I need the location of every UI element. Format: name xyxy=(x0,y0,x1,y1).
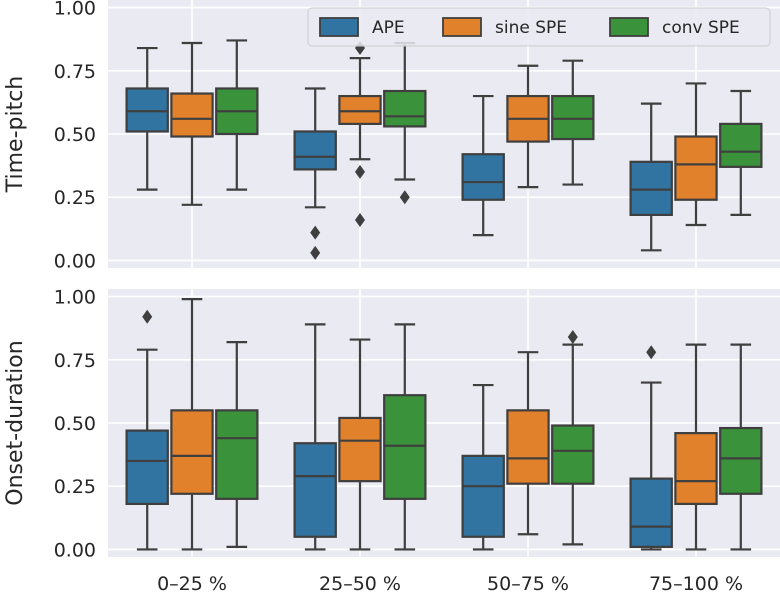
box-sine-spe xyxy=(674,343,718,551)
y-axis-label: Onset-duration xyxy=(3,340,28,505)
outlier-marker xyxy=(355,212,365,227)
legend-swatch xyxy=(319,17,359,37)
x-tick-label: 50–75 % xyxy=(487,573,569,595)
outlier-marker xyxy=(399,190,410,205)
legend-label: APE xyxy=(372,18,405,38)
box-ape xyxy=(629,102,673,252)
legend-label: conv SPE xyxy=(662,18,740,38)
box-body xyxy=(719,426,763,495)
outlier-marker xyxy=(567,330,578,345)
box-conv-spe xyxy=(383,323,427,551)
box-body xyxy=(506,409,550,485)
y-tick-label: 0.50 xyxy=(54,124,96,146)
box-sine-spe xyxy=(170,41,214,206)
legend-item: sine SPE xyxy=(442,17,567,38)
y-tick-label: 0.75 xyxy=(54,350,96,372)
outlier-marker xyxy=(646,345,657,360)
panel-2: 0.00 0.25 0.50 0.75 1.00 Onset-duration xyxy=(3,287,780,561)
x-tick-label: 0–25 % xyxy=(157,573,227,595)
box-sine-spe xyxy=(338,338,382,551)
box-conv-spe xyxy=(719,343,763,551)
outlier-marker xyxy=(310,245,321,260)
box-conv-spe xyxy=(719,89,763,217)
legend-item: conv SPE xyxy=(609,17,740,38)
box-body xyxy=(215,409,259,500)
box-ape xyxy=(293,323,337,551)
x-tick-label: 75–100 % xyxy=(649,573,743,595)
box-conv-spe xyxy=(215,39,259,191)
box-body xyxy=(629,160,673,217)
x-tick-label: 25–50 % xyxy=(319,573,401,595)
outlier-marker xyxy=(355,164,365,179)
box-body xyxy=(551,94,595,141)
box-conv-spe xyxy=(551,59,595,186)
y-tick-label: 1.00 xyxy=(54,287,96,309)
legend: APE sine SPE conv SPE xyxy=(307,7,771,47)
y-tick-label: 0.75 xyxy=(54,61,96,83)
box-body xyxy=(629,477,673,548)
box-ape xyxy=(293,87,337,260)
box-ape xyxy=(461,383,505,551)
box-body xyxy=(125,429,169,506)
y-tick-label: 0.25 xyxy=(54,476,96,498)
legend-label: sine SPE xyxy=(495,18,567,38)
box-body xyxy=(674,432,718,506)
outlier-marker xyxy=(310,225,321,240)
y-tick-label: 1.00 xyxy=(54,0,96,20)
box-sine-spe xyxy=(338,41,382,227)
legend-box xyxy=(307,7,771,47)
box-sine-spe xyxy=(170,298,214,551)
box-body xyxy=(461,153,505,201)
box-body xyxy=(383,89,427,128)
box-sine-spe xyxy=(506,351,550,536)
box-body xyxy=(170,92,214,138)
legend-swatch xyxy=(442,17,482,37)
box-body xyxy=(338,94,382,125)
box-body xyxy=(383,394,427,500)
box-ape xyxy=(461,94,505,237)
box-body xyxy=(170,409,214,495)
box-ape xyxy=(125,309,169,551)
box-body xyxy=(338,416,382,483)
box-sine-spe xyxy=(674,82,718,227)
box-conv-spe xyxy=(383,41,427,205)
box-body xyxy=(293,442,337,538)
legend-item: APE xyxy=(319,17,405,38)
box-body xyxy=(719,122,763,168)
legend-swatch xyxy=(609,17,649,37)
panel-1: 0.00 0.25 0.50 0.75 1.00 Time-pitch APE sine SP… xyxy=(3,0,780,272)
box-conv-spe xyxy=(551,330,595,546)
y-tick-label: 0.25 xyxy=(54,187,96,209)
box-body xyxy=(674,135,718,201)
y-tick-label: 0.00 xyxy=(54,250,96,272)
box-conv-spe xyxy=(215,340,259,548)
y-tick-label: 0.50 xyxy=(54,413,96,435)
box-body xyxy=(461,454,505,538)
y-tick-label: 0.00 xyxy=(54,539,96,561)
box-ape xyxy=(125,46,169,191)
box-body xyxy=(125,87,169,133)
box-body xyxy=(293,130,337,171)
y-axis-label: Time-pitch xyxy=(3,76,28,194)
box-ape xyxy=(629,345,673,551)
box-sine-spe xyxy=(506,64,550,189)
box-body xyxy=(551,424,595,485)
outlier-marker xyxy=(142,309,153,324)
